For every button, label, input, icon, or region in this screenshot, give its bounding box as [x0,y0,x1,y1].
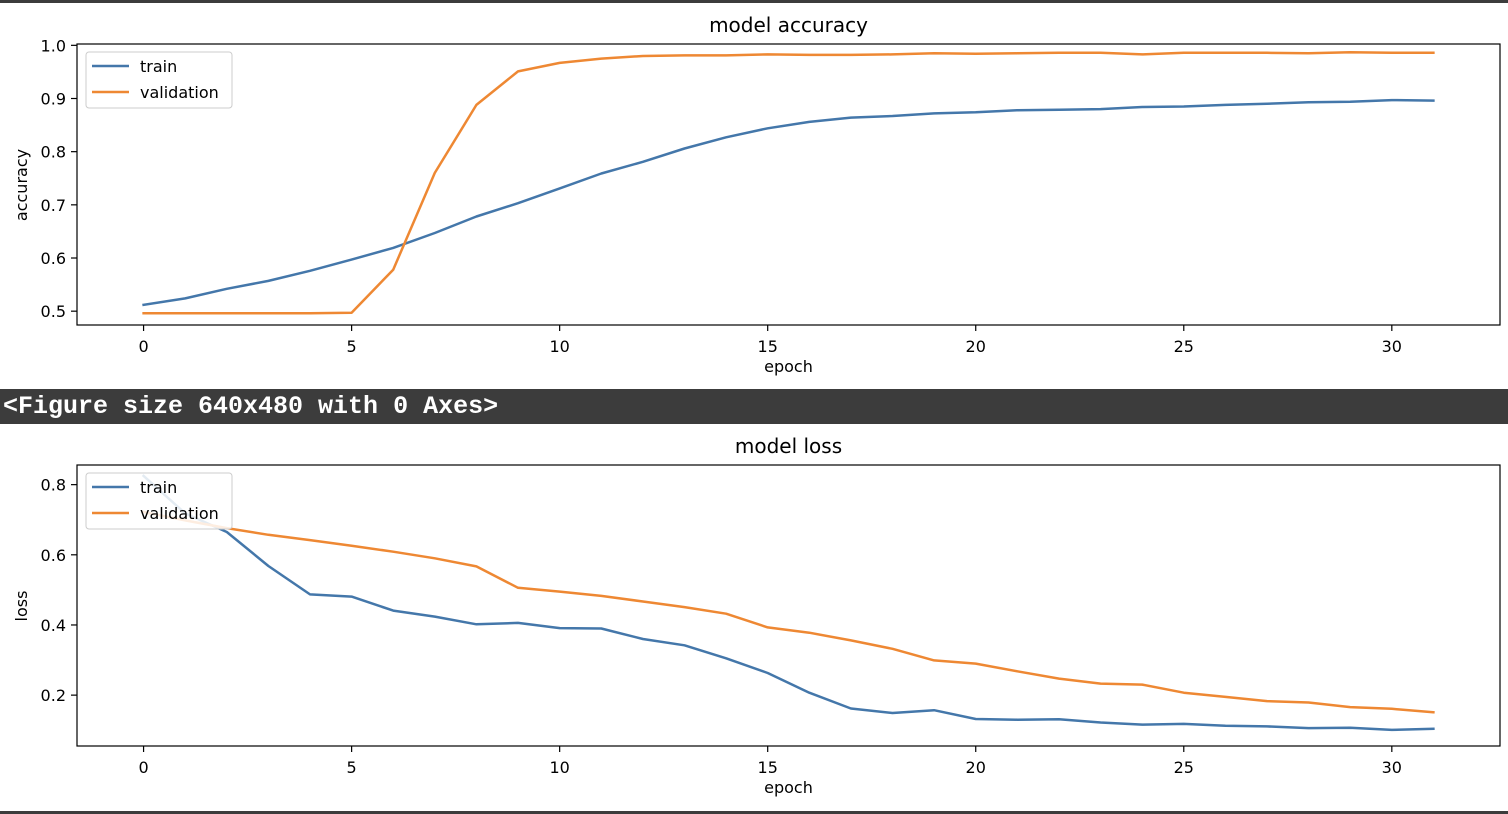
notebook-top-edge [0,0,1508,3]
x-axis-label: epoch [764,778,813,797]
accuracy-chart: model accuracy 0 5 10 15 20 25 30 0.5 0.6 0.7 0.8 0.… [12,13,1501,376]
y-tick-label: 0.6 [41,546,66,565]
x-tick-label: 20 [966,337,986,356]
chart-title: model accuracy [709,13,868,37]
y-tick-label: 0.5 [41,302,66,321]
y-tick-label: 0.6 [41,249,66,268]
legend-label-train: train [140,57,177,76]
loss-figure: model loss 0 5 10 15 20 25 30 0.2 0.4 0.6 0.8 epoch l… [0,424,1508,811]
x-tick-label: 15 [758,337,778,356]
x-tick-label: 0 [138,758,148,777]
plot-frame [76,43,1501,326]
accuracy-figure: model accuracy 0 5 10 15 20 25 30 0.5 0.6 0.7 0.8 0.… [0,3,1508,389]
y-axis-label: accuracy [12,149,31,221]
cell-output-bar: <Figure size 640x480 with 0 Axes> [0,389,1508,424]
legend-label-validation: validation [140,504,219,523]
series-line-train [142,98,1435,307]
series-line-validation [142,50,1435,315]
x-tick-label: 10 [549,758,569,777]
legend-label-train: train [140,478,177,497]
x-tick-label: 10 [549,337,569,356]
x-axis-label: epoch [764,357,813,376]
loss-chart: model loss 0 5 10 15 20 25 30 0.2 0.4 0.6 0.8 epoch l… [12,434,1501,797]
y-tick-label: 1.0 [41,36,66,55]
x-tick-label: 20 [966,758,986,777]
plot-frame [76,464,1501,747]
y-tick-label: 0.8 [41,476,66,495]
series-line-validation [142,510,1435,714]
x-tick-label: 5 [347,758,357,777]
x-tick-label: 25 [1174,337,1194,356]
figure-size-output: <Figure size 640x480 with 0 Axes> [3,392,499,421]
y-tick-label: 0.4 [41,616,66,635]
x-tick-label: 30 [1382,758,1402,777]
legend-label-validation: validation [140,83,219,102]
y-tick-label: 0.2 [41,686,66,705]
legend: train validation [85,472,233,530]
legend: train validation [85,51,233,109]
x-tick-label: 0 [138,337,148,356]
x-tick-label: 15 [758,758,778,777]
notebook-bottom-edge [0,811,1508,814]
y-axis-label: loss [12,591,31,622]
x-tick-label: 30 [1382,337,1402,356]
y-tick-label: 0.8 [41,143,66,162]
y-tick-label: 0.9 [41,89,66,108]
chart-title: model loss [735,434,842,458]
series-line-train [141,474,1435,732]
y-tick-label: 0.7 [41,196,66,215]
x-tick-label: 5 [347,337,357,356]
x-tick-label: 25 [1174,758,1194,777]
